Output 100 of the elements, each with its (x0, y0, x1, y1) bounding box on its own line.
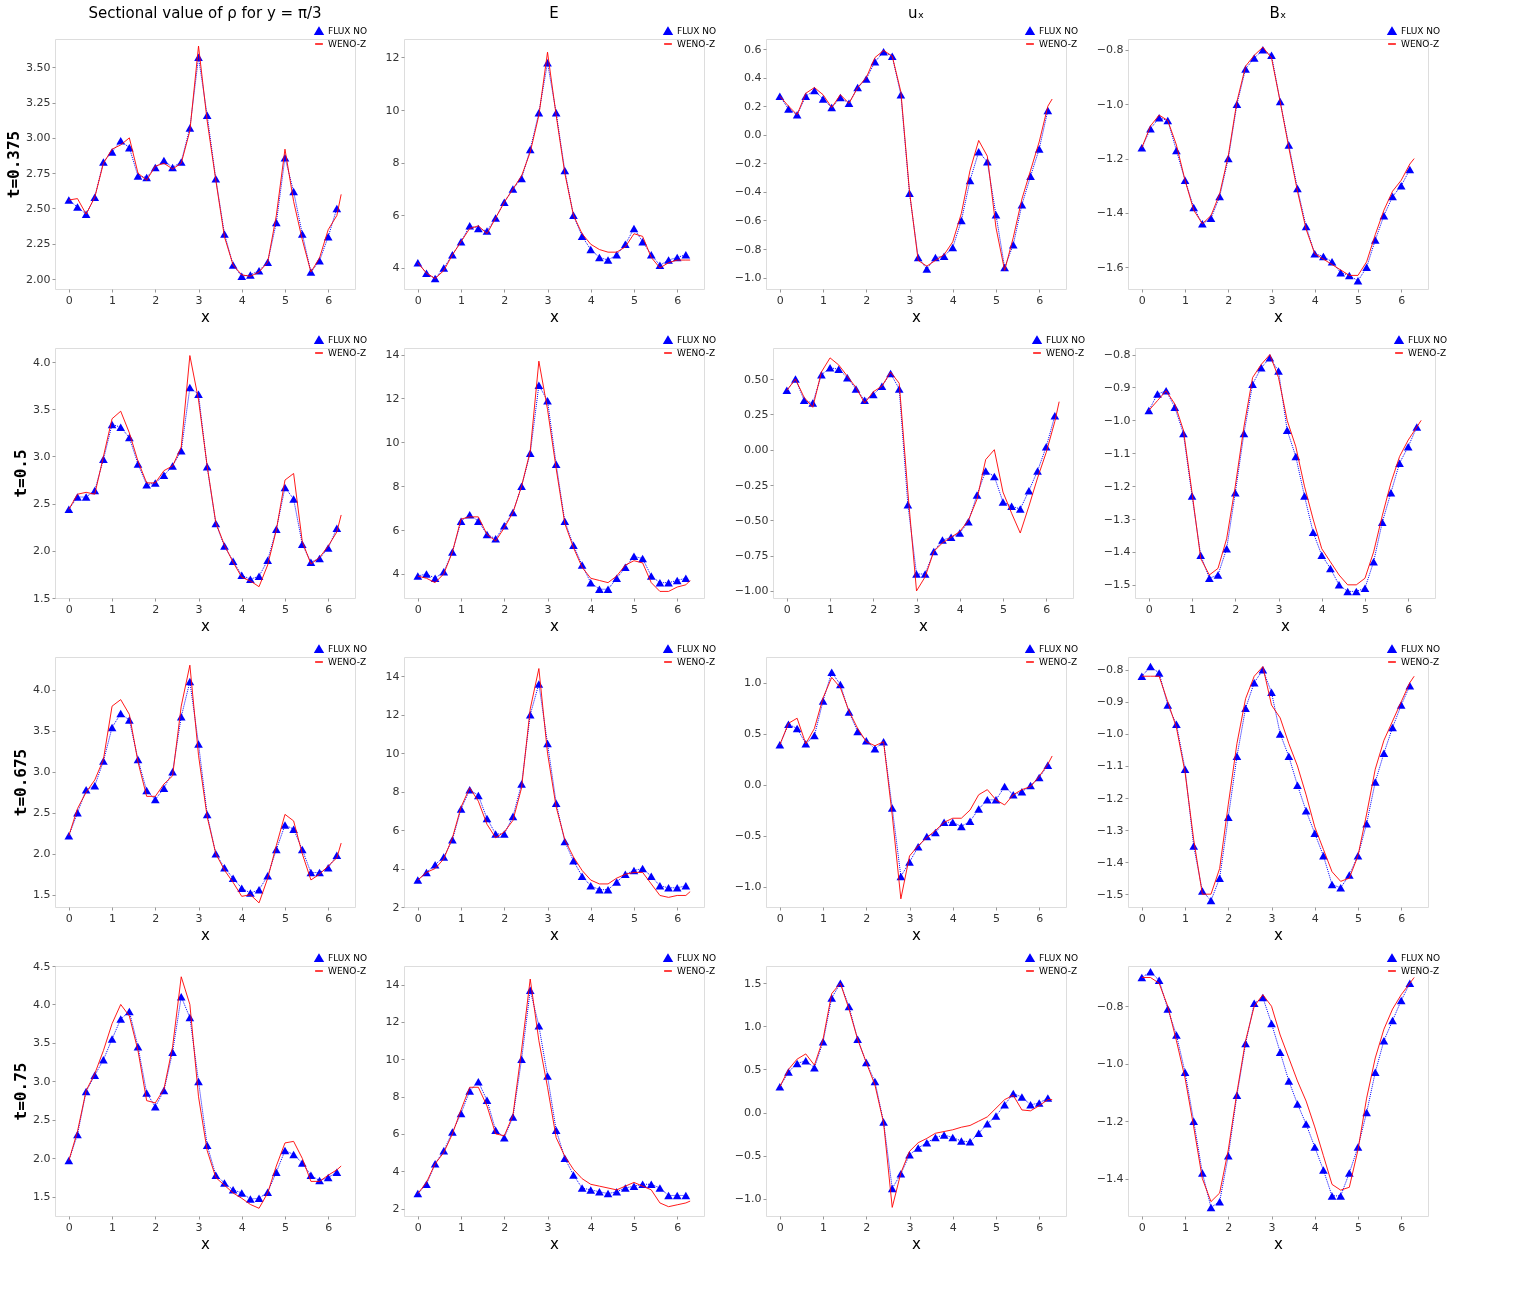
y-tick-label: −1.3 (1096, 823, 1124, 837)
legend-label: WENO-Z (328, 348, 367, 358)
x-tick-label: 4 (238, 602, 246, 616)
x-tick-label: 4 (238, 293, 246, 307)
x-tick-label: 2 (863, 1220, 871, 1234)
x-tick-label: 6 (1398, 293, 1406, 307)
y-tick-label: −1.2 (1096, 1114, 1124, 1128)
x-tick-label: 4 (587, 911, 595, 925)
x-axis-title: x (1274, 307, 1284, 326)
x-tick-label: 0 (776, 911, 784, 925)
legend-label: WENO-Z (1046, 348, 1085, 358)
x-axis-title: x (912, 1234, 922, 1253)
y-tick-label: 14 (385, 669, 400, 683)
x-tick-label: 1 (820, 911, 828, 925)
x-tick-label: 6 (674, 602, 682, 616)
x-axis-title: x (919, 616, 929, 635)
x-axis-title: x (201, 307, 211, 326)
y-tick-label: 0.5 (744, 727, 762, 741)
y-tick-label: 2.0 (33, 847, 51, 861)
x-tick-label: 4 (238, 911, 246, 925)
x-tick-label: 1 (820, 293, 828, 307)
legend-label: WENO-Z (328, 657, 367, 667)
x-tick-label: 5 (1354, 911, 1362, 925)
y-tick-label: 12 (385, 391, 400, 405)
y-tick-label: 3.5 (33, 1036, 51, 1050)
y-tick-label: 3.00 (26, 131, 51, 145)
legend-label: WENO-Z (1039, 657, 1078, 667)
y-tick-label: 2 (392, 1202, 400, 1216)
y-tick-label: −0.5 (734, 829, 762, 843)
y-tick-label: 4 (392, 261, 400, 275)
x-tick-label: 6 (1398, 1220, 1406, 1234)
x-tick-label: 3 (544, 293, 552, 307)
legend-label: FLUX NO (328, 26, 368, 36)
y-tick-label: 4.0 (33, 355, 51, 369)
x-tick-label: 1 (458, 911, 466, 925)
legend-label: WENO-Z (1039, 966, 1078, 976)
x-tick-label: 0 (783, 602, 791, 616)
x-tick-label: 1 (109, 1220, 117, 1234)
y-tick-label: −0.2 (734, 156, 762, 170)
x-axis-title: x (201, 616, 211, 635)
x-tick-label: 2 (152, 293, 160, 307)
x-tick-label: 0 (1138, 1220, 1146, 1234)
y-tick-label: 0.5 (744, 1062, 762, 1076)
y-tick-label: −1.0 (1096, 727, 1124, 741)
y-tick-label: 1.0 (744, 676, 762, 690)
legend-label: FLUX NO (677, 26, 717, 36)
legend-label: FLUX NO (328, 644, 368, 654)
x-axis-title: x (1274, 1234, 1284, 1253)
y-axis-title: t=0.675 (11, 748, 31, 817)
x-axis-title: x (1274, 925, 1284, 944)
x-tick-label: 1 (458, 293, 466, 307)
x-tick-label: 1 (827, 602, 835, 616)
legend-label: FLUX NO (328, 953, 368, 963)
x-tick-label: 1 (458, 1220, 466, 1234)
x-tick-label: 4 (949, 293, 957, 307)
x-tick-label: 3 (544, 1220, 552, 1234)
x-tick-label: 0 (776, 293, 784, 307)
x-tick-label: 3 (906, 911, 914, 925)
x-tick-label: 2 (863, 293, 871, 307)
x-tick-label: 5 (999, 602, 1007, 616)
y-tick-label: 0.00 (744, 443, 769, 457)
x-tick-label: 2 (152, 1220, 160, 1234)
legend-label: FLUX NO (1408, 335, 1448, 345)
y-tick-label: −1.4 (1096, 855, 1124, 869)
chart-title: E (549, 4, 559, 22)
x-tick-label: 3 (544, 911, 552, 925)
y-tick-label: −1.4 (1096, 206, 1124, 220)
y-tick-label: −1.6 (1096, 260, 1124, 274)
y-tick-label: 0.0 (744, 778, 762, 792)
y-tick-label: 4.0 (33, 683, 51, 697)
x-tick-label: 6 (674, 911, 682, 925)
x-tick-label: 5 (281, 602, 289, 616)
y-tick-label: 6 (392, 208, 400, 222)
y-tick-label: −1.0 (1096, 1057, 1124, 1071)
y-tick-label: 2.5 (33, 1113, 51, 1127)
x-tick-label: 2 (501, 602, 509, 616)
y-tick-label: 1.5 (33, 591, 51, 605)
y-tick-label: −0.50 (734, 513, 769, 527)
y-axis-title: t=0.75 (11, 1062, 31, 1121)
y-tick-label: −0.25 (734, 478, 769, 492)
y-tick-label: −0.8 (1096, 999, 1124, 1013)
x-tick-label: 4 (949, 911, 957, 925)
y-tick-label: −1.4 (1096, 1172, 1124, 1186)
x-tick-label: 4 (956, 602, 964, 616)
x-tick-label: 5 (630, 602, 638, 616)
y-tick-label: 10 (385, 746, 400, 760)
legend-label: FLUX NO (1401, 26, 1441, 36)
x-tick-label: 2 (501, 1220, 509, 1234)
y-tick-label: 12 (385, 50, 400, 64)
x-tick-label: 6 (1036, 1220, 1044, 1234)
y-tick-label: 2.5 (33, 497, 51, 511)
x-axis-title: x (1281, 616, 1291, 635)
y-tick-label: 8 (392, 1090, 400, 1104)
x-tick-label: 0 (65, 1220, 73, 1234)
x-tick-label: 6 (1398, 911, 1406, 925)
legend-label: WENO-Z (677, 348, 716, 358)
legend-label: WENO-Z (677, 657, 716, 667)
y-tick-label: 1.5 (33, 1190, 51, 1204)
legend-label: WENO-Z (1401, 39, 1440, 49)
legend-label: FLUX NO (677, 953, 717, 963)
